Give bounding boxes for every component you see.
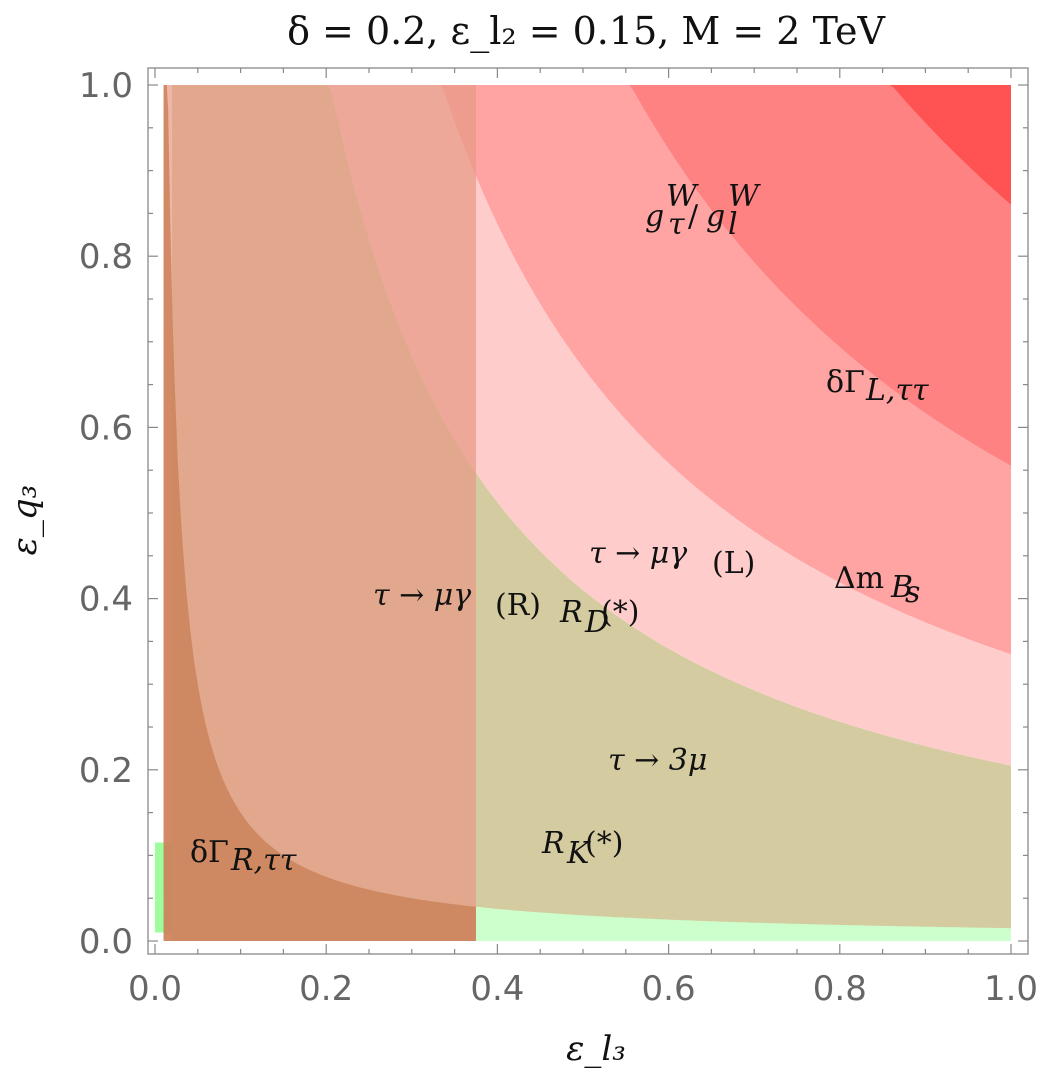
- chart-title: δ = 0.2, ε_l₂ = 0.15, M = 2 TeV: [287, 9, 885, 54]
- svg-text:l: l: [728, 207, 738, 242]
- svg-text:(R): (R): [495, 588, 541, 623]
- label-tmugL-text: τ → μγ: [589, 536, 687, 571]
- label-deltaMBs-text: Δm: [834, 561, 884, 596]
- x-tick-label: 0.2: [299, 969, 353, 1009]
- svg-text:g: g: [706, 199, 725, 234]
- label-g-ratio: g τ W / g l W: [645, 179, 761, 242]
- svg-text:D: D: [584, 605, 609, 640]
- region-4: [172, 85, 1012, 655]
- label-tmugR: τ → μγ (R): [373, 578, 541, 623]
- label-tmugR-text: τ → μγ: [373, 578, 471, 613]
- label-RD-text: R: [559, 595, 583, 630]
- y-tick-label: 0.6: [79, 408, 133, 448]
- region-6: [172, 85, 1012, 205]
- y-tick-label: 0.2: [79, 751, 133, 791]
- svg-text:K: K: [566, 836, 591, 871]
- label-dGammaL: δΓ L,ττ: [826, 365, 929, 408]
- svg-text:(*): (*): [585, 826, 623, 861]
- x-tick-label: 0.6: [642, 969, 696, 1009]
- region-7: [163, 85, 476, 941]
- x-tick-label: 0.8: [813, 969, 867, 1009]
- y-axis-title: ε_q₃: [5, 485, 45, 556]
- label-t3mu: τ → 3μ: [608, 743, 707, 778]
- x-axis-title: ε_l₃: [566, 1029, 626, 1069]
- y-tick-label: 0.4: [79, 580, 133, 620]
- label-dGammaR: δΓ R,ττ: [190, 835, 297, 878]
- region-5: [172, 85, 1012, 466]
- svg-text:s: s: [905, 575, 920, 610]
- svg-text:B: B: [890, 570, 913, 605]
- label-RK: R K (*): [541, 826, 623, 871]
- y-tick-label: 1.0: [79, 66, 133, 106]
- label-RD: R D (*): [559, 595, 639, 640]
- label-dGammaL-text: δΓ: [826, 365, 865, 400]
- svg-text:(L): (L): [712, 546, 755, 581]
- y-tick-label: 0.8: [79, 237, 133, 277]
- x-tick-label: 1.0: [984, 969, 1038, 1009]
- label-t3mu-text: τ → 3μ: [608, 743, 707, 778]
- x-tick-label: 0.0: [128, 969, 182, 1009]
- svg-text:(*): (*): [601, 595, 639, 630]
- svg-text:τ: τ: [668, 207, 685, 242]
- svg-text:/: /: [688, 199, 699, 234]
- y-tick-label: 0.0: [79, 922, 133, 962]
- label-tmugL: τ → μγ (L): [589, 536, 755, 581]
- label-deltaMBs: Δm B s: [834, 561, 920, 610]
- ticks-layer: 0.0 0.2 0.4 0.6 0.8 1.0 0.0 0.2 0.4 0.6 0.8 1.0: [79, 66, 1038, 1009]
- label-dGammaR-text: δΓ: [190, 835, 229, 870]
- regions-layer: [155, 85, 1012, 941]
- region-8: [163, 85, 476, 941]
- svg-text:L,ττ: L,ττ: [865, 373, 929, 408]
- svg-text:R,ττ: R,ττ: [230, 843, 297, 878]
- label-RK-text: R: [541, 826, 565, 861]
- svg-text:W: W: [728, 179, 761, 214]
- label-g-ratio-text: g: [645, 199, 664, 234]
- x-tick-label: 0.4: [470, 969, 524, 1009]
- svg-text:W: W: [666, 179, 699, 214]
